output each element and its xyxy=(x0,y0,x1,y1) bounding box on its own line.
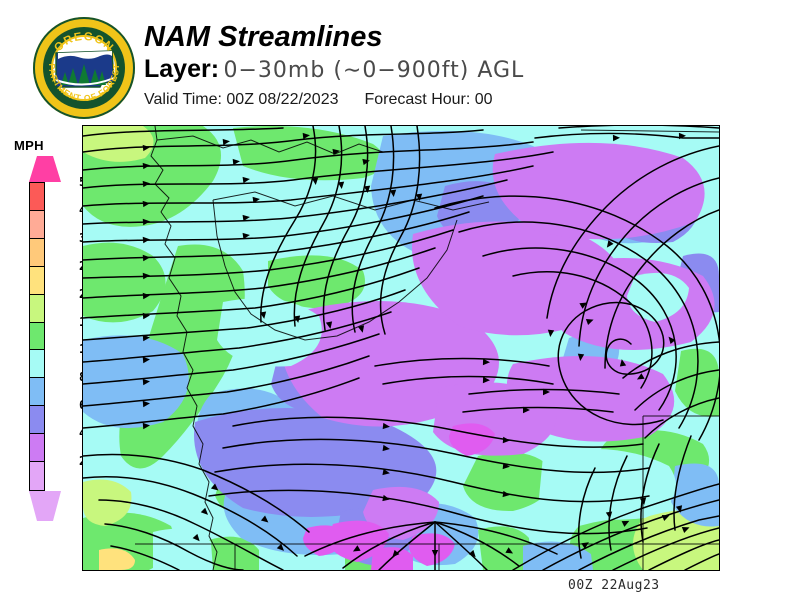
title-block: NAM Streamlines Layer: 0−30mb (∼0−900ft)… xyxy=(144,20,764,111)
state-borders xyxy=(135,126,719,570)
colorbar-band-4 xyxy=(30,434,44,463)
valid-time-value: 00Z 08/22/2023 xyxy=(226,91,339,108)
colorbar-over-arrow xyxy=(29,156,61,182)
meta-line: Valid Time: 00Z 08/22/2023 Forecast Hour:… xyxy=(144,89,764,111)
page-title: NAM Streamlines xyxy=(144,21,383,53)
streamline-map[interactable] xyxy=(82,125,720,571)
layer-line: Layer: 0−30mb (∼0−900ft) AGL xyxy=(144,55,764,87)
layer-value: 0−30mb (∼0−900ft) AGL xyxy=(223,58,525,83)
colorbar-band-6 xyxy=(30,406,44,435)
colorbar-band-15 xyxy=(30,322,44,351)
page-header: OREGON DEPARTMENT OF FORESTRY NAM Stream… xyxy=(0,0,800,120)
colorbar-band-25 xyxy=(30,266,44,295)
colorbar: 504030252015108642 xyxy=(29,156,93,521)
colorbar-band-40 xyxy=(30,210,44,239)
colorbar-under-arrow xyxy=(29,491,61,521)
colorbar-band-2 xyxy=(30,462,44,490)
forecast-hour-label: Forecast Hour: xyxy=(364,91,471,108)
wind-speed-colorbar-legend: MPH 504030252015108642 xyxy=(0,130,93,550)
legend-units-label: MPH xyxy=(14,138,44,153)
colorbar-body xyxy=(29,182,45,491)
oregon-dept-forestry-logo: OREGON DEPARTMENT OF FORESTRY xyxy=(28,8,136,120)
colorbar-band-10 xyxy=(30,350,44,379)
valid-time-label: Valid Time: xyxy=(144,91,222,108)
map-canvas xyxy=(83,126,719,570)
colorbar-band-20 xyxy=(30,294,44,323)
forecast-hour-value: 00 xyxy=(474,91,493,108)
colorbar-band-8 xyxy=(30,378,44,407)
layer-label: Layer: xyxy=(144,55,220,83)
streamline-arrowheads xyxy=(142,132,690,558)
colorbar-band-30 xyxy=(30,238,44,267)
map-timestamp: 00Z 22Aug23 xyxy=(568,578,660,593)
colorbar-band-50 xyxy=(30,183,44,211)
